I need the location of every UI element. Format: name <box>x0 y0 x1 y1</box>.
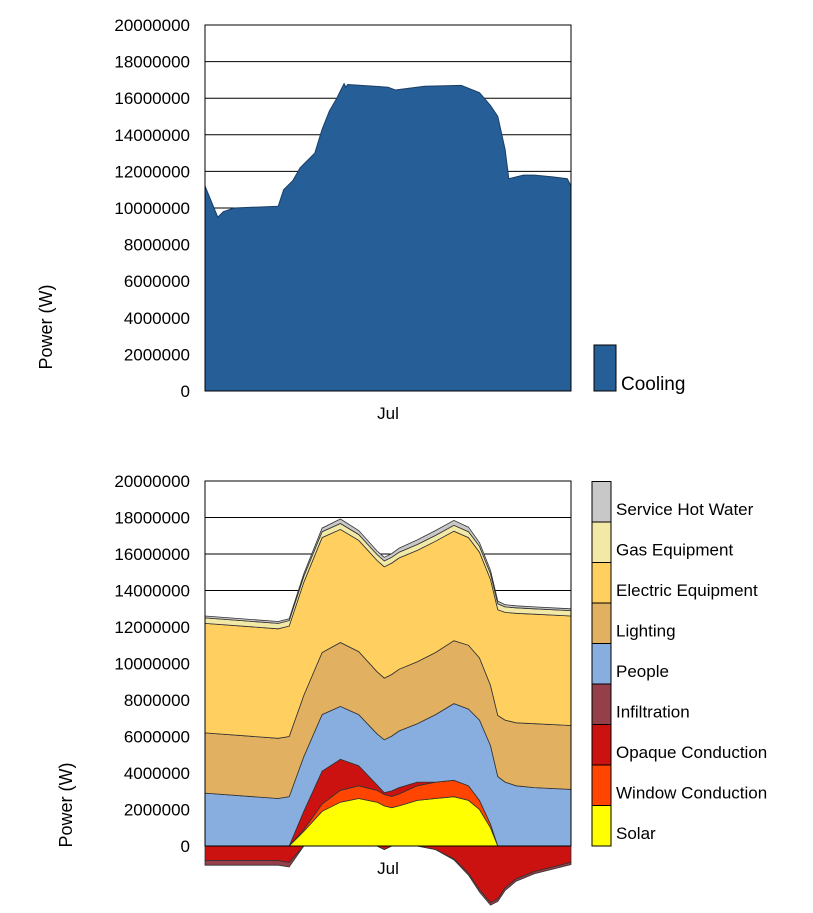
chart2-y-tick: 6000000 <box>124 728 190 747</box>
chart1-legend: Cooling <box>593 344 685 395</box>
chart2-series-areas <box>204 518 572 906</box>
legend-swatch-cooling <box>593 344 617 392</box>
legend-label-opaque-conduction: Opaque Conduction <box>616 743 767 762</box>
chart1-y-tick: 10000000 <box>114 199 190 218</box>
chart2-y-tick: 8000000 <box>124 691 190 710</box>
chart1-y-tick: 8000000 <box>124 236 190 255</box>
legend-label-service-hot-water: Service Hot Water <box>616 500 754 519</box>
chart2-plot-frame <box>204 480 572 847</box>
legend-swatch-gas-equipment <box>591 521 612 563</box>
legend-label-cooling: Cooling <box>621 374 685 395</box>
legend-swatch-electric-equipment <box>591 562 612 604</box>
chart1-y-tick: 6000000 <box>124 272 190 291</box>
legend-swatch-solar <box>591 805 612 847</box>
legend-label-infiltration: Infiltration <box>616 703 690 722</box>
chart1-series-area <box>204 82 572 392</box>
chart2-y-tick: 18000000 <box>114 509 190 528</box>
chart2-y-tick: 4000000 <box>124 764 190 783</box>
legend-swatch-people <box>591 643 612 685</box>
legend-label-solar: Solar <box>616 824 656 843</box>
legend-label-lighting: Lighting <box>616 622 676 641</box>
chart2-y-tick: 2000000 <box>124 801 190 820</box>
chart2-y-tick: 12000000 <box>114 618 190 637</box>
chart2-y-axis-title: Power (W) <box>56 763 76 848</box>
chart2-y-tick-labels: 0 2000000 4000000 6000000 8000000 10000000 120… <box>114 472 190 856</box>
chart1-y-tick: 0 <box>181 382 190 401</box>
legend-label-gas-equipment: Gas Equipment <box>616 541 733 560</box>
chart2-y-tick: 16000000 <box>114 545 190 564</box>
legend-label-electric-equipment: Electric Equipment <box>616 581 758 600</box>
chart1-y-tick: 20000000 <box>114 16 190 35</box>
heat-gain-chart: 0 2000000 4000000 6000000 8000000 10000000 120… <box>56 472 767 906</box>
chart1-y-tick: 16000000 <box>114 89 190 108</box>
chart2-y-tick: 0 <box>181 837 190 856</box>
chart1-y-tick-labels: 0 2000000 4000000 6000000 8000000 10000000 120… <box>114 16 190 401</box>
chart1-y-tick: 4000000 <box>124 309 190 328</box>
chart1-x-tick-jul: Jul <box>377 404 399 423</box>
chart1-y-tick: 14000000 <box>114 126 190 145</box>
chart1-y-tick: 12000000 <box>114 162 190 181</box>
legend-swatch-service-hot-water <box>591 481 612 523</box>
legend-label-people: People <box>616 662 669 681</box>
chart1-y-tick: 2000000 <box>124 345 190 364</box>
chart2-x-tick-jul: Jul <box>377 859 399 878</box>
chart2-y-tick: 20000000 <box>114 472 190 491</box>
legend-swatch-lighting <box>591 602 612 644</box>
legend-label-window-conduction: Window Conduction <box>616 784 767 803</box>
chart2-y-tick: 10000000 <box>114 655 190 674</box>
chart1-plot-frame <box>204 24 572 392</box>
chart2-y-tick: 14000000 <box>114 582 190 601</box>
cooling-chart: 0 2000000 4000000 6000000 8000000 10000000 120… <box>36 16 685 423</box>
legend-swatch-opaque-conduction <box>591 724 612 766</box>
legend-swatch-window-conduction <box>591 764 612 806</box>
chart1-y-tick: 18000000 <box>114 53 190 72</box>
chart2-legend: Solar Window Conduction Opaque Conduction I… <box>591 481 767 847</box>
chart1-y-axis-title: Power (W) <box>36 285 56 370</box>
legend-swatch-infiltration <box>591 683 612 725</box>
series-area-cooling <box>204 82 572 392</box>
